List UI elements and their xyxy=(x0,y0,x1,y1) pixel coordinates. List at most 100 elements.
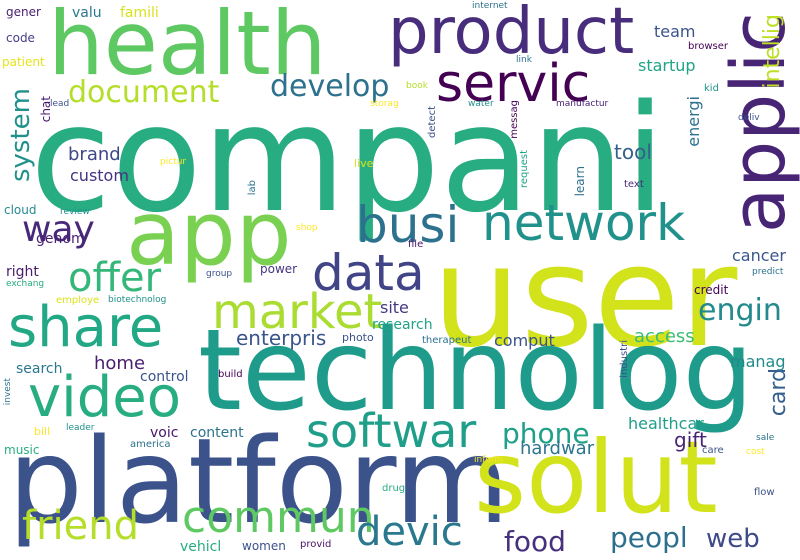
word-deliv: deliv xyxy=(738,113,760,123)
word-power: power xyxy=(260,262,298,276)
word-softwar: softwar xyxy=(306,404,477,458)
word-lead: lead xyxy=(50,99,70,109)
word-food: food xyxy=(504,525,566,558)
word-team: team xyxy=(654,22,696,41)
word-energi: energi xyxy=(684,96,703,147)
word-gift: gift xyxy=(674,428,707,452)
word-learn: learn xyxy=(573,166,587,197)
word-music: music xyxy=(4,443,40,457)
word-patient: patient xyxy=(2,55,45,69)
word-peopl: peopl xyxy=(610,521,688,554)
word-system: system xyxy=(6,88,36,182)
word-request: request xyxy=(519,150,530,189)
word-employe: employe xyxy=(56,295,100,306)
word-leader: leader xyxy=(66,423,95,433)
word-vehicl: vehicl xyxy=(180,539,222,555)
word-market: market xyxy=(212,284,383,340)
word-custom: custom xyxy=(70,166,129,185)
word-predict: predict xyxy=(752,267,784,277)
word-code: code xyxy=(6,31,35,45)
word-devic: devic xyxy=(356,509,463,555)
word-cost: cost xyxy=(746,447,765,457)
word-phone: phone xyxy=(502,417,590,450)
word-sale: sale xyxy=(756,433,775,443)
word-home: home xyxy=(94,353,146,374)
word-document: document xyxy=(68,75,220,110)
word-group: group xyxy=(206,269,233,279)
word-industri: industri xyxy=(619,340,630,378)
word-enterpris: enterpris xyxy=(236,326,327,350)
word-engin: engin xyxy=(698,293,782,328)
word-review: review xyxy=(60,207,90,217)
word-offer: offer xyxy=(68,255,162,301)
word-brand: brand xyxy=(68,144,121,165)
word-credit: credit xyxy=(694,283,729,297)
word-search: search xyxy=(16,361,63,377)
word-build: build xyxy=(218,369,243,380)
word-file: file xyxy=(408,239,424,250)
word-genom: genom xyxy=(36,231,85,247)
word-user: user xyxy=(432,216,738,379)
word-data: data xyxy=(312,244,425,302)
word-health: health xyxy=(48,0,327,95)
word-lab: lab xyxy=(247,180,258,196)
word-hardwar: hardwar xyxy=(520,438,595,459)
word-control: control xyxy=(140,369,189,385)
word-storag: storag xyxy=(370,99,399,109)
word-provid: provid xyxy=(300,539,332,550)
word-messag: messag xyxy=(509,100,520,139)
word-friend: friend xyxy=(22,503,139,549)
word-cloud: cloud xyxy=(4,203,37,217)
word-way: way xyxy=(22,209,95,250)
word-pictur: pictur xyxy=(160,157,187,167)
word-app: app xyxy=(126,182,292,285)
word-women: women xyxy=(242,539,286,553)
word-water: water xyxy=(468,99,494,109)
word-content: content xyxy=(190,425,244,441)
word-network: network xyxy=(482,194,686,252)
word-video: video xyxy=(28,365,181,430)
word-intellig: intellig xyxy=(760,14,785,89)
word-servic: servic xyxy=(436,54,591,114)
word-book: book xyxy=(406,81,428,91)
word-right: right xyxy=(6,264,39,280)
word-web: web xyxy=(706,524,760,554)
word-platform: platform xyxy=(8,412,510,550)
word-product: product xyxy=(388,0,635,69)
word-cancer: cancer xyxy=(732,246,786,265)
word-bill: bill xyxy=(34,425,51,438)
word-voic: voic xyxy=(150,425,179,441)
word-manufactur: manufactur xyxy=(556,99,609,109)
word-internet: internet xyxy=(472,1,508,11)
word-research: research xyxy=(372,317,433,333)
word-card: card xyxy=(766,368,791,417)
word-compani: compani xyxy=(30,73,666,245)
word-invest: invest xyxy=(3,378,13,406)
word-technolog: technolog xyxy=(198,306,754,436)
word-solut: solut xyxy=(474,419,718,536)
word-access: access xyxy=(634,326,695,347)
word-drug: drug xyxy=(382,483,406,494)
word-startup: startup xyxy=(638,56,696,75)
word-site: site xyxy=(380,298,409,317)
word-link: link xyxy=(516,55,532,65)
word-famili: famili xyxy=(120,5,159,21)
word-share: share xyxy=(8,295,164,360)
word-manag: manag xyxy=(730,352,786,371)
word-valu: valu xyxy=(72,5,102,21)
word-tool: tool xyxy=(614,140,652,164)
word-live: live xyxy=(354,157,374,170)
word-therapeut: therapeut xyxy=(422,335,472,346)
word-inform: inform xyxy=(474,455,504,465)
word-america: america xyxy=(130,439,171,450)
word-shop: shop xyxy=(296,223,318,233)
word-exchang: exchang xyxy=(6,279,45,289)
word-busi: busi xyxy=(356,196,460,254)
word-biotechnolog: biotechnolog xyxy=(108,295,167,305)
word-photo: photo xyxy=(342,331,374,344)
word-detect: detect xyxy=(427,106,438,138)
word-gener: gener xyxy=(6,5,41,19)
word-browser: browser xyxy=(688,41,729,52)
word-care: care xyxy=(702,445,724,456)
